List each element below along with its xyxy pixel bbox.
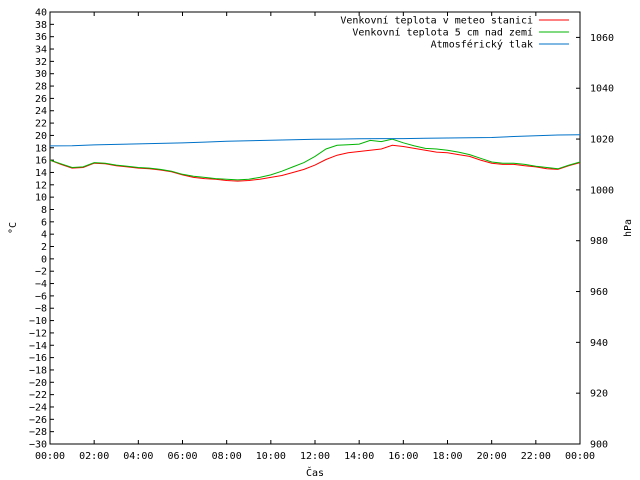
legend-label: Venkovní teplota v meteo stanici xyxy=(340,15,533,27)
y2-axis-label: hPa xyxy=(623,219,634,237)
y-tick-label: −20 xyxy=(29,378,47,389)
series-line-3 xyxy=(49,134,581,147)
legend: Venkovní teplota v meteo staniciVenkovní… xyxy=(340,15,569,51)
y-tick-label: 16 xyxy=(35,156,47,167)
y-tick-label: 14 xyxy=(35,168,47,179)
legend-label: Venkovní teplota 5 cm nad zemí xyxy=(352,27,533,39)
y-tick-label: −28 xyxy=(29,427,47,438)
y2-tick-label: 1000 xyxy=(590,185,614,196)
y-tick-label: 38 xyxy=(35,20,47,31)
y-tick-label: 6 xyxy=(41,217,47,228)
y-tick-label: −8 xyxy=(35,304,47,315)
x-tick-label: 16:00 xyxy=(388,451,418,462)
x-tick-label: 04:00 xyxy=(123,451,153,462)
y-tick-label: 34 xyxy=(35,45,47,56)
x-tick-label: 22:00 xyxy=(521,451,551,462)
y-tick-label: 8 xyxy=(41,205,47,216)
y-tick-label: 18 xyxy=(35,143,47,154)
y2-tick-label: 1060 xyxy=(590,33,614,44)
x-axis-label: Čas xyxy=(306,466,324,479)
y2-tick-label: 980 xyxy=(590,236,608,247)
y-tick-label: −6 xyxy=(35,291,47,302)
y-tick-label: 32 xyxy=(35,57,47,68)
y-tick-label: 40 xyxy=(35,8,47,19)
y-tick-label: 30 xyxy=(35,69,47,80)
y2-tick-label: 960 xyxy=(590,287,608,298)
x-tick-label: 02:00 xyxy=(79,451,109,462)
y2-tick-label: 920 xyxy=(590,389,608,400)
y-tick-label: −22 xyxy=(29,390,47,401)
y-tick-label: −24 xyxy=(29,402,47,413)
y2-tick-label: 1020 xyxy=(590,135,614,146)
y-tick-label: 20 xyxy=(35,131,47,142)
y-tick-label: 10 xyxy=(35,193,47,204)
x-tick-label: 18:00 xyxy=(432,451,462,462)
y-tick-label: −16 xyxy=(29,353,47,364)
y-tick-label: 4 xyxy=(41,230,47,241)
x-tick-label: 20:00 xyxy=(477,451,507,462)
y-tick-label: −2 xyxy=(35,267,47,278)
y-tick-label: −14 xyxy=(29,341,47,352)
x-tick-label: 00:00 xyxy=(35,451,65,462)
y-tick-label: −30 xyxy=(29,440,47,451)
y-tick-label: 36 xyxy=(35,32,47,43)
y2-tick-label: 900 xyxy=(590,440,608,451)
y-tick-label: 0 xyxy=(41,254,47,265)
y2-tick-label: 1040 xyxy=(590,84,614,95)
series-layer xyxy=(49,134,581,182)
y-tick-label: −18 xyxy=(29,365,47,376)
x-tick-label: 12:00 xyxy=(300,451,330,462)
plot-frame xyxy=(49,11,581,445)
x-axis-ticks: 00:00 02:00 04:00 06:00 08:00 10:00 12:00 14:00… xyxy=(35,12,595,462)
series-line-1 xyxy=(49,144,581,182)
y-axis-left-ticks: 4038363432302826242220181614121086420−2−… xyxy=(29,8,54,451)
y-tick-label: 22 xyxy=(35,119,47,130)
y-tick-label: 26 xyxy=(35,94,47,105)
x-tick-label: 06:00 xyxy=(167,451,197,462)
x-tick-label: 00:00 xyxy=(565,451,595,462)
y-tick-label: 2 xyxy=(41,242,47,253)
y-tick-label: −12 xyxy=(29,328,47,339)
x-tick-label: 10:00 xyxy=(256,451,286,462)
x-tick-label: 14:00 xyxy=(344,451,374,462)
y-tick-label: 24 xyxy=(35,106,47,117)
y-tick-label: 28 xyxy=(35,82,47,93)
y2-tick-label: 940 xyxy=(590,338,608,349)
x-tick-label: 08:00 xyxy=(212,451,242,462)
y-tick-label: −4 xyxy=(35,279,47,290)
y-tick-label: −26 xyxy=(29,415,47,426)
y-axis-label: °C xyxy=(8,222,19,234)
y-axis-right-ticks: 1060 1040 1020 1000 980 960 940 920 900 xyxy=(576,33,614,451)
series-line-2 xyxy=(49,138,581,181)
legend-label: Atmosférický tlak xyxy=(431,39,533,51)
y-tick-label: 12 xyxy=(35,180,47,191)
y-tick-label: −10 xyxy=(29,316,47,327)
